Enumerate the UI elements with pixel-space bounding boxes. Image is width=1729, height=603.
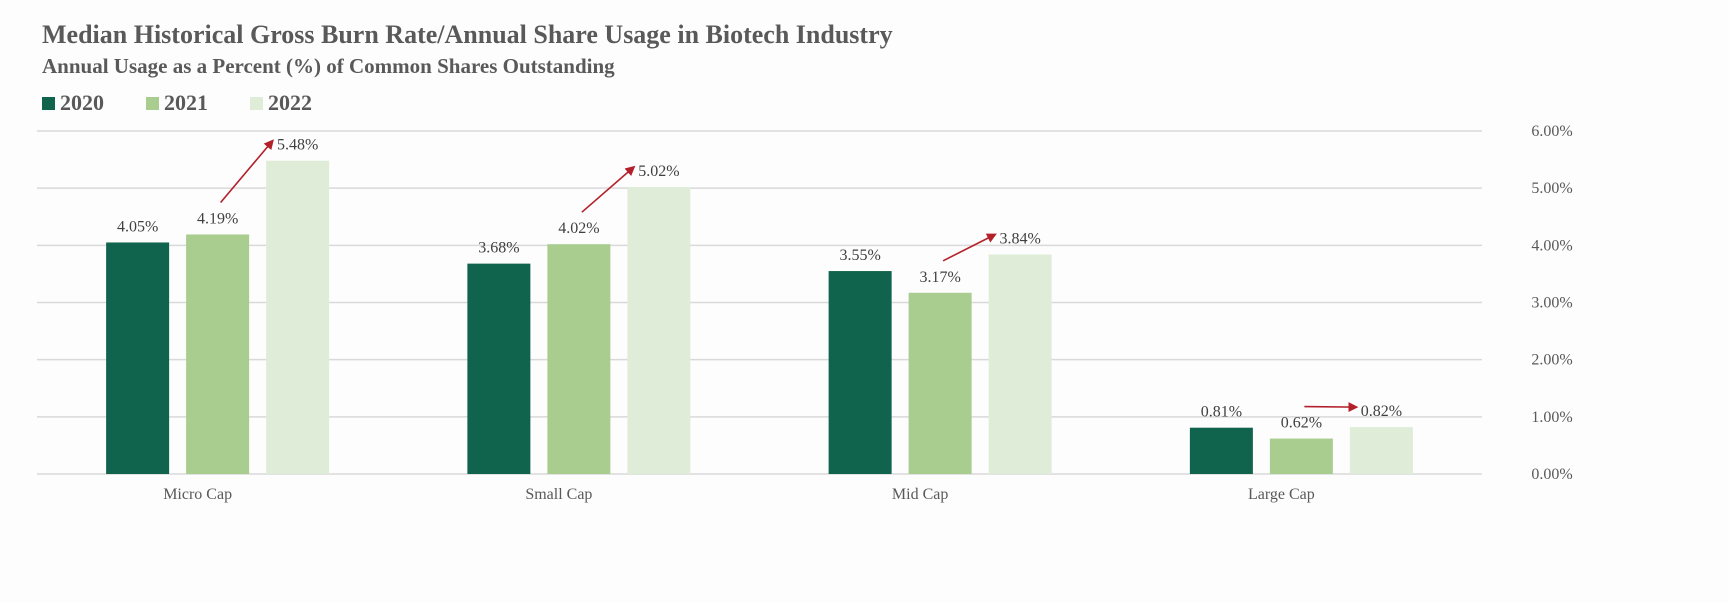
data-label: 5.02% [638, 163, 679, 180]
legend: 2020 2021 2022 [42, 90, 354, 116]
trend-arrow [942, 233, 997, 262]
data-label: 3.68% [478, 240, 519, 257]
data-label: 0.62% [1281, 415, 1322, 432]
data-label: 0.82% [1361, 403, 1402, 420]
y-tick-label: 5.00% [1531, 180, 1572, 197]
bar-2021-mid-cap [908, 292, 972, 474]
legend-label: 2021 [164, 90, 208, 115]
data-label: 4.02% [558, 220, 599, 237]
y-tick-label: 6.00% [1531, 123, 1572, 140]
y-tick-label: 1.00% [1531, 409, 1572, 426]
legend-swatch [146, 96, 159, 110]
legend-label: 2020 [60, 90, 104, 115]
data-label: 3.84% [999, 230, 1040, 247]
trend-arrow [220, 139, 274, 203]
y-tick-label: 3.00% [1531, 295, 1572, 312]
legend-item-2022: 2022 [250, 90, 312, 116]
bar-2020-large-cap [1189, 427, 1253, 474]
legend-label: 2022 [268, 90, 312, 115]
legend-item-2020: 2020 [42, 90, 104, 116]
bar-2022-micro-cap [266, 160, 330, 474]
bar-2022-small-cap [627, 187, 691, 475]
bar-2020-mid-cap [828, 271, 892, 474]
data-label: 0.81% [1201, 404, 1242, 421]
bar-2022-mid-cap [988, 254, 1052, 474]
bar-2021-small-cap [547, 244, 611, 474]
y-tick-label: 0.00% [1531, 466, 1572, 483]
bar-2020-small-cap [467, 263, 531, 474]
chart-subtitle: Annual Usage as a Percent (%) of Common … [42, 54, 615, 78]
y-tick-label: 2.00% [1531, 352, 1572, 369]
bar-2021-micro-cap [186, 234, 250, 474]
x-tick-label: Micro Cap [163, 486, 232, 503]
bar-2022-large-cap [1349, 427, 1413, 474]
data-label: 3.17% [919, 269, 960, 286]
trend-arrow [581, 165, 636, 213]
data-label: 4.05% [117, 218, 158, 235]
x-tick-label: Small Cap [525, 486, 592, 503]
legend-swatch [250, 96, 263, 110]
data-label: 5.48% [277, 137, 318, 154]
y-tick-label: 4.00% [1531, 237, 1572, 254]
x-tick-label: Mid Cap [892, 486, 948, 503]
legend-item-2021: 2021 [146, 90, 208, 116]
trend-arrow [1304, 402, 1359, 413]
chart-title: Median Historical Gross Burn Rate/Annual… [42, 20, 893, 49]
data-label: 3.55% [839, 247, 880, 264]
bar-2020-micro-cap [106, 242, 170, 474]
x-tick-label: Large Cap [1248, 486, 1315, 503]
data-label: 4.19% [197, 210, 238, 227]
legend-swatch [42, 96, 55, 110]
bar-2021-large-cap [1269, 438, 1333, 474]
